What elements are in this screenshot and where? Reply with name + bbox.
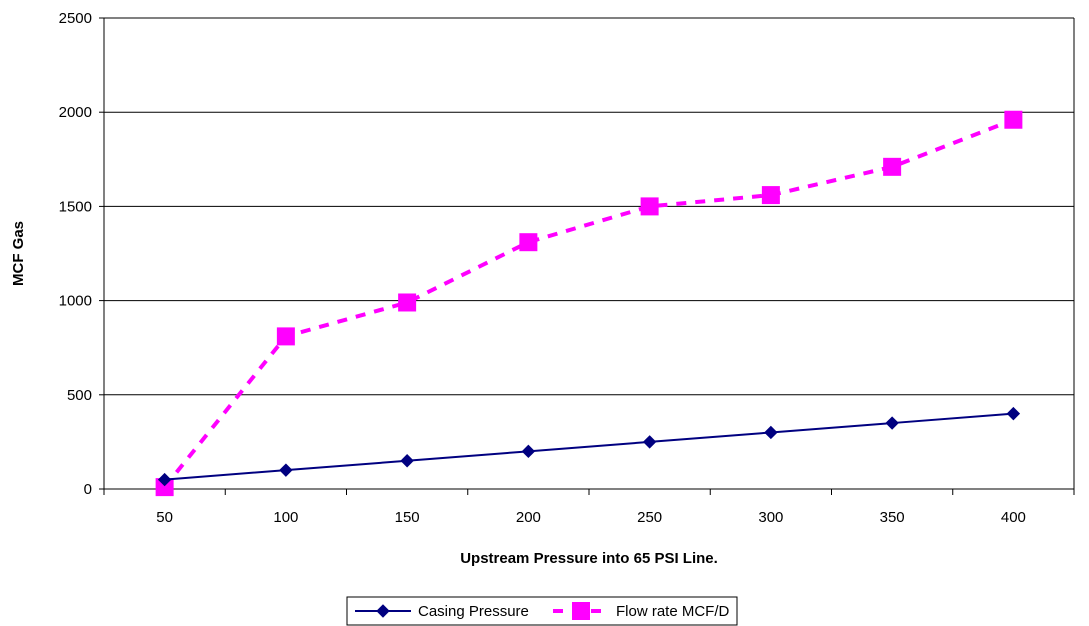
y-tick-label: 500 [67,387,92,404]
x-tick-label: 350 [880,509,905,526]
axes: 0 500 1000 1500 2000 2500 50 100 150 200 250 300 350… [59,10,1075,526]
legend: Casing Pressure Flow rate MCF/D [346,596,738,626]
data-point-flow-rate-mcf-d [640,197,659,216]
data-point-flow-rate-mcf-d [1004,110,1023,129]
data-point-flow-rate-mcf-d [883,157,902,176]
data-point-casing-pressure [1006,406,1021,421]
plot-area [155,110,1023,497]
data-point-casing-pressure [642,435,657,449]
x-tick-label: 300 [758,509,783,526]
x-tick-label: 250 [637,509,662,526]
data-point-flow-rate-mcf-d [519,233,538,252]
x-tick-label: 100 [273,509,298,526]
y-tick-label: 0 [84,481,92,498]
x-tick-label: 150 [395,509,420,526]
legend-marker-casing-pressure [376,604,390,618]
x-axis-title: Upstream Pressure into 65 PSI Line. [460,550,718,567]
data-point-casing-pressure [400,454,414,468]
legend-marker-flow-rate-mcf-d [572,602,590,620]
data-point-flow-rate-mcf-d [276,327,295,346]
legend-label-flow-rate-mcf-d: Flow rate MCF/D [616,603,730,620]
series-line-casing-pressure [164,412,1014,481]
data-point-casing-pressure [157,472,172,487]
y-tick-label: 2500 [59,10,92,27]
y-tick-label: 2000 [59,104,92,121]
series-line-flow-rate-mcf-d [163,117,1015,489]
x-tick-label: 400 [1001,509,1026,526]
legend-box [346,596,738,626]
gridlines [104,17,1074,396]
legend-label-casing-pressure: Casing Pressure [418,603,529,620]
x-tick-label: 50 [156,509,173,526]
y-axis-title: MCF Gas [10,221,27,286]
x-tick-label: 200 [516,509,541,526]
data-point-casing-pressure [764,425,778,440]
y-tick-label: 1500 [59,198,92,215]
y-tick-label: 1000 [59,293,92,310]
data-point-flow-rate-mcf-d [398,293,417,312]
data-point-flow-rate-mcf-d [155,478,174,497]
data-point-casing-pressure [521,444,536,459]
data-point-casing-pressure [279,463,293,477]
data-point-flow-rate-mcf-d [761,186,780,205]
data-point-casing-pressure [885,416,899,430]
